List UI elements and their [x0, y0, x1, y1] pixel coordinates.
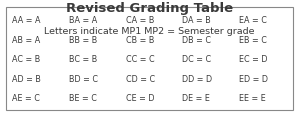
FancyBboxPatch shape	[6, 7, 293, 110]
Text: DA = B: DA = B	[182, 16, 211, 25]
Text: DD = D: DD = D	[182, 75, 213, 84]
Text: AD = B: AD = B	[12, 75, 41, 84]
Text: AC = B: AC = B	[12, 55, 40, 64]
Text: AA = A: AA = A	[12, 16, 40, 25]
Text: DE = E: DE = E	[182, 94, 210, 103]
Text: EE = E: EE = E	[239, 94, 266, 103]
Text: CE = D: CE = D	[126, 94, 154, 103]
Text: DB = C: DB = C	[182, 36, 211, 45]
Text: CA = B: CA = B	[126, 16, 154, 25]
Text: BA = A: BA = A	[69, 16, 97, 25]
Text: AB = A: AB = A	[12, 36, 40, 45]
Text: DC = C: DC = C	[182, 55, 211, 64]
Text: EB = C: EB = C	[239, 36, 267, 45]
Text: BC = B: BC = B	[69, 55, 97, 64]
Text: EA = C: EA = C	[239, 16, 267, 25]
Text: CB = B: CB = B	[126, 36, 154, 45]
Text: AE = C: AE = C	[12, 94, 40, 103]
Text: BE = C: BE = C	[69, 94, 97, 103]
Text: BD = C: BD = C	[69, 75, 98, 84]
Text: Letters indicate MP1 MP2 = Semester grade: Letters indicate MP1 MP2 = Semester grad…	[44, 27, 255, 36]
Text: EC = D: EC = D	[239, 55, 268, 64]
Text: BB = B: BB = B	[69, 36, 97, 45]
Text: CD = C: CD = C	[126, 75, 155, 84]
Text: CC = C: CC = C	[126, 55, 154, 64]
Text: Revised Grading Table: Revised Grading Table	[66, 2, 233, 15]
Text: ED = D: ED = D	[239, 75, 268, 84]
